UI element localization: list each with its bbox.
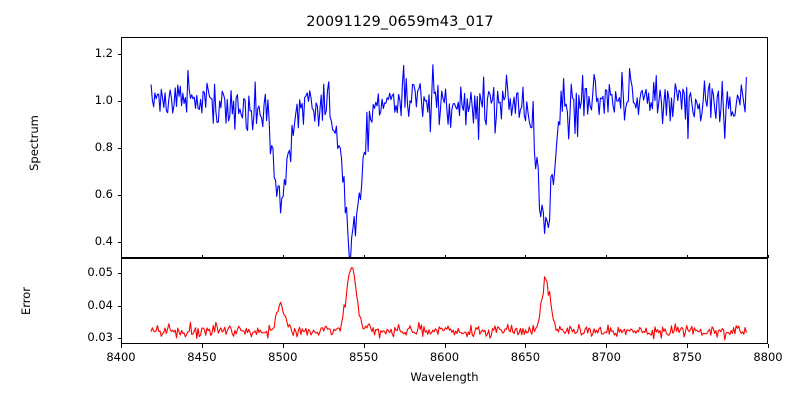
error-y-tick-label: 0.04 xyxy=(87,297,113,312)
spectrum-y-tick xyxy=(117,147,121,149)
error-line-path xyxy=(150,267,747,341)
x-tick-upper xyxy=(121,254,122,258)
x-tick-label: 8750 xyxy=(672,350,702,364)
error-y-tick xyxy=(117,305,121,307)
spectrum-y-axis-label: Spectrum xyxy=(27,115,41,171)
x-tick-label: 8650 xyxy=(510,350,541,364)
x-axis-label: Wavelength xyxy=(410,370,479,384)
x-tick-label: 8700 xyxy=(591,350,621,364)
spectrum-y-tick xyxy=(117,241,121,243)
x-tick xyxy=(687,344,689,348)
x-tick-upper xyxy=(606,254,608,258)
x-tick-label: 8400 xyxy=(106,350,136,364)
spectrum-series-line xyxy=(150,64,747,257)
error-y-tick xyxy=(117,338,121,340)
x-tick-upper xyxy=(282,254,284,258)
error-plot-area xyxy=(121,258,768,344)
spectrum-y-tick-label: 0.8 xyxy=(94,139,113,154)
x-tick-upper xyxy=(201,254,203,258)
x-tick-upper xyxy=(687,254,689,258)
x-tick-upper xyxy=(444,254,446,258)
x-tick xyxy=(282,344,284,348)
spectrum-plot-area xyxy=(121,37,768,258)
page-title: 20091129_0659m43_017 xyxy=(306,14,494,30)
spectrum-y-tick xyxy=(117,53,121,55)
x-tick-label: 8450 xyxy=(187,350,217,364)
x-tick-upper xyxy=(525,254,527,258)
error-series-line xyxy=(150,267,747,341)
x-tick xyxy=(121,344,122,348)
spectrum-y-tick-label: 1.2 xyxy=(94,45,113,60)
x-tick xyxy=(606,344,608,348)
error-y-tick xyxy=(117,272,121,274)
x-tick xyxy=(444,344,446,348)
x-tick-label: 8600 xyxy=(429,350,460,364)
x-tick-label: 8500 xyxy=(268,350,298,364)
spectrum-y-tick-label: 0.4 xyxy=(94,233,113,248)
x-tick xyxy=(363,344,365,348)
spectrum-y-tick-label: 0.6 xyxy=(94,186,113,201)
error-y-tick-label: 0.05 xyxy=(87,264,113,279)
spectrum-line-path xyxy=(150,64,747,257)
x-tick xyxy=(201,344,203,348)
x-tick xyxy=(768,344,769,348)
x-tick-upper xyxy=(363,254,365,258)
error-y-tick-label: 0.03 xyxy=(87,330,113,345)
x-tick-label: 8800 xyxy=(753,350,783,364)
x-tick xyxy=(525,344,527,348)
spectrum-y-tick-label: 1.0 xyxy=(94,92,113,107)
x-tick-upper xyxy=(768,254,769,258)
error-y-axis-label: Error xyxy=(19,286,33,316)
spectrum-y-tick xyxy=(117,194,121,196)
x-tick-label: 8550 xyxy=(348,350,379,364)
spectrum-y-tick xyxy=(117,100,121,102)
